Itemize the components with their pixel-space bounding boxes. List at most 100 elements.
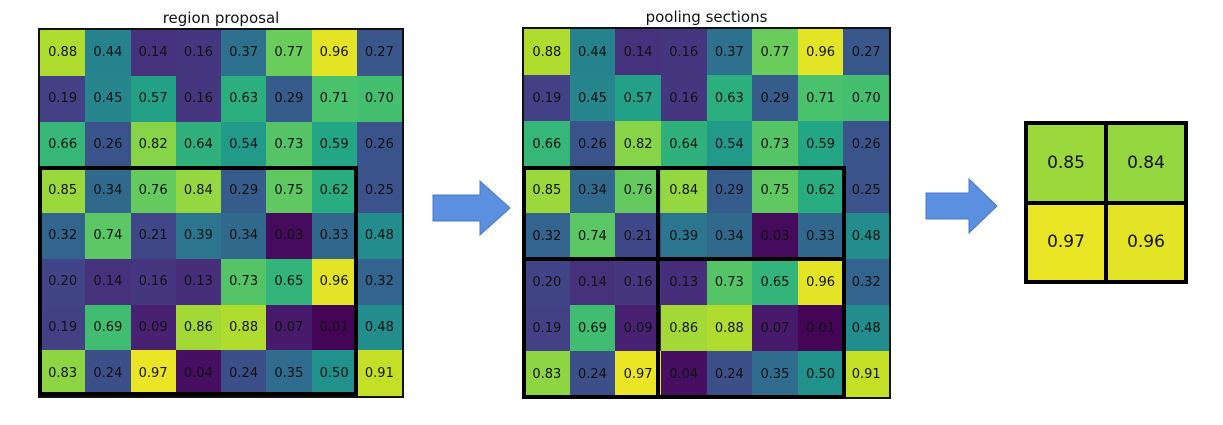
matrix-cell: 0.45	[85, 75, 131, 122]
matrix-cell: 0.24	[85, 350, 131, 396]
matrix-cell: 0.88	[524, 29, 570, 75]
matrix-cell: 0.37	[221, 30, 267, 76]
matrix-cell: 0.26	[569, 121, 616, 167]
matrix-cell: 0.66	[524, 121, 570, 167]
matrix-cell: 0.37	[706, 29, 753, 75]
matrix-cell: 0.83	[524, 351, 570, 397]
matrix-cell: 0.59	[797, 121, 844, 167]
pooled-output-cell: 0.97	[1028, 204, 1104, 280]
matrix-cell: 0.01	[797, 305, 844, 351]
matrix-cell: 0.97	[615, 351, 661, 397]
matrix-cell: 0.26	[356, 121, 402, 168]
matrix-cell: 0.29	[221, 167, 267, 213]
matrix-cell: 0.26	[85, 121, 131, 168]
matrix-cell: 0.34	[569, 167, 616, 213]
matrix-cell: 0.71	[311, 75, 357, 122]
matrix-cell: 0.19	[40, 304, 86, 351]
matrix-cell: 0.44	[85, 30, 131, 76]
matrix-cell: 0.03	[266, 213, 312, 259]
matrix-cell: 0.57	[615, 75, 661, 121]
matrix-cell: 0.32	[356, 258, 402, 305]
matrix-cell: 0.59	[311, 121, 357, 168]
matrix-cell: 0.84	[660, 167, 707, 213]
matrix-cell: 0.24	[221, 350, 267, 396]
matrix-cell: 0.86	[175, 304, 221, 351]
matrix-cell: 0.69	[569, 305, 616, 351]
matrix-cell: 0.65	[752, 259, 798, 305]
matrix-cell: 0.82	[615, 121, 661, 167]
matrix-cell: 0.24	[569, 351, 616, 397]
matrix-cell: 0.19	[524, 75, 570, 121]
matrix-cell: 0.19	[40, 75, 86, 122]
pooling-sections-grid: 0.88 0.44 0.14 0.16 0.37 0.77 0.96 0.27 0.19 0.45…	[522, 27, 891, 399]
matrix-cell: 0.20	[40, 258, 86, 305]
matrix-cell: 0.96	[797, 29, 844, 75]
matrix-cell: 0.75	[752, 167, 798, 213]
matrix-cell: 0.74	[85, 213, 131, 259]
pooled-output-cell: 0.84	[1108, 125, 1184, 201]
matrix-cell: 0.73	[752, 121, 798, 167]
pooling-sections-title: pooling sections	[645, 8, 768, 26]
matrix-cell: 0.91	[843, 351, 889, 397]
matrix-cell: 0.16	[660, 75, 707, 121]
region-proposal-grid: 0.88 0.44 0.14 0.16 0.37 0.77 0.96 0.27 0.19 0.45…	[38, 28, 404, 398]
matrix-cell: 0.34	[221, 213, 267, 259]
matrix-cell: 0.32	[843, 259, 889, 305]
matrix-cell: 0.64	[175, 121, 221, 168]
matrix-cell: 0.45	[569, 75, 616, 121]
matrix-cell: 0.85	[524, 167, 570, 213]
matrix-cell: 0.35	[266, 350, 312, 396]
matrix-cell: 0.88	[221, 304, 267, 351]
matrix-cell: 0.20	[524, 259, 570, 305]
pooled-output-cell: 0.96	[1108, 204, 1184, 280]
matrix-cell: 0.96	[311, 258, 357, 305]
matrix-cell: 0.73	[221, 258, 267, 305]
matrix-cell: 0.16	[615, 259, 661, 305]
matrix-cell: 0.29	[266, 75, 312, 122]
matrix-cell: 0.69	[85, 304, 131, 351]
matrix-cell: 0.65	[266, 258, 312, 305]
matrix-cell: 0.96	[311, 30, 357, 76]
matrix-cell: 0.13	[660, 259, 707, 305]
matrix-cell: 0.21	[615, 213, 661, 259]
matrix-cell: 0.84	[175, 167, 221, 213]
matrix-cell: 0.14	[85, 258, 131, 305]
matrix-cell: 0.33	[797, 213, 844, 259]
matrix-cell: 0.74	[569, 213, 616, 259]
matrix-cell: 0.14	[615, 29, 661, 75]
matrix-cell: 0.01	[311, 304, 357, 351]
matrix-cell: 0.04	[175, 350, 221, 396]
matrix-cell: 0.63	[221, 75, 267, 122]
matrix-cell: 0.09	[615, 305, 661, 351]
matrix-cell: 0.19	[524, 305, 570, 351]
matrix-cell: 0.27	[356, 30, 402, 76]
matrix-cell: 0.16	[660, 29, 707, 75]
matrix-cell: 0.34	[706, 213, 753, 259]
matrix-cell: 0.83	[40, 350, 86, 396]
matrix-cell: 0.04	[660, 351, 707, 397]
matrix-cell: 0.14	[130, 30, 176, 76]
matrix-cell: 0.25	[843, 167, 889, 213]
matrix-cell: 0.86	[660, 305, 707, 351]
matrix-cell: 0.50	[797, 351, 844, 397]
matrix-cell: 0.48	[356, 213, 402, 259]
matrix-cell: 0.34	[85, 167, 131, 213]
matrix-cell: 0.24	[706, 351, 753, 397]
matrix-cell: 0.29	[752, 75, 798, 121]
matrix-cell: 0.70	[843, 75, 889, 121]
matrix-cell: 0.70	[356, 75, 402, 122]
matrix-cell: 0.88	[706, 305, 753, 351]
matrix-cell: 0.16	[130, 258, 176, 305]
matrix-cell: 0.54	[221, 121, 267, 168]
matrix-cell: 0.16	[175, 30, 221, 76]
matrix-cell: 0.71	[797, 75, 844, 121]
matrix-cell: 0.35	[752, 351, 798, 397]
region-proposal-title: region proposal	[162, 9, 280, 27]
matrix-cell: 0.26	[843, 121, 889, 167]
matrix-cell: 0.32	[524, 213, 570, 259]
matrix-cell: 0.77	[266, 30, 312, 76]
matrix-cell: 0.85	[40, 167, 86, 213]
matrix-cell: 0.96	[797, 259, 844, 305]
matrix-cell: 0.13	[175, 258, 221, 305]
matrix-cell: 0.77	[752, 29, 798, 75]
